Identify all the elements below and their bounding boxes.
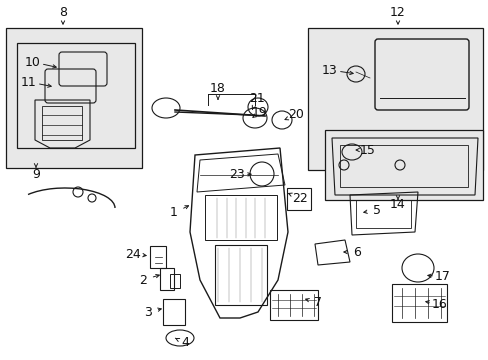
Text: 4: 4 (181, 337, 188, 350)
Bar (269, 290, 317, 320)
Bar (6, 28, 142, 168)
Text: 1: 1 (170, 207, 178, 220)
Text: 15: 15 (359, 144, 375, 157)
Text: 2: 2 (139, 274, 146, 287)
Bar (355, 200, 410, 228)
Text: 5: 5 (372, 203, 380, 216)
Bar (42, 106, 82, 140)
Bar (325, 130, 482, 200)
Bar (286, 188, 310, 210)
Text: 9: 9 (32, 168, 40, 181)
Bar (215, 245, 266, 305)
Text: 3: 3 (144, 306, 152, 319)
Bar (307, 28, 482, 170)
Text: 21: 21 (248, 93, 264, 105)
Text: 13: 13 (322, 63, 337, 77)
Text: 6: 6 (352, 246, 360, 258)
Bar (150, 246, 165, 268)
Text: 18: 18 (210, 81, 225, 94)
Text: 14: 14 (389, 198, 405, 211)
Text: 10: 10 (25, 55, 41, 68)
Bar (339, 145, 467, 187)
Bar (391, 284, 446, 322)
Text: 23: 23 (229, 168, 244, 181)
Text: 24: 24 (125, 248, 141, 261)
Bar (160, 268, 174, 290)
Text: 19: 19 (252, 105, 267, 118)
Text: 22: 22 (291, 192, 307, 204)
Bar (204, 195, 276, 240)
Text: 8: 8 (59, 5, 67, 18)
Text: 16: 16 (431, 297, 447, 310)
Text: 20: 20 (287, 108, 304, 122)
Text: 17: 17 (434, 270, 450, 284)
Text: 11: 11 (21, 76, 37, 89)
Text: 12: 12 (389, 5, 405, 18)
Text: 7: 7 (313, 297, 321, 310)
Bar (170, 274, 180, 288)
Bar (163, 299, 184, 325)
Bar (17, 43, 135, 148)
